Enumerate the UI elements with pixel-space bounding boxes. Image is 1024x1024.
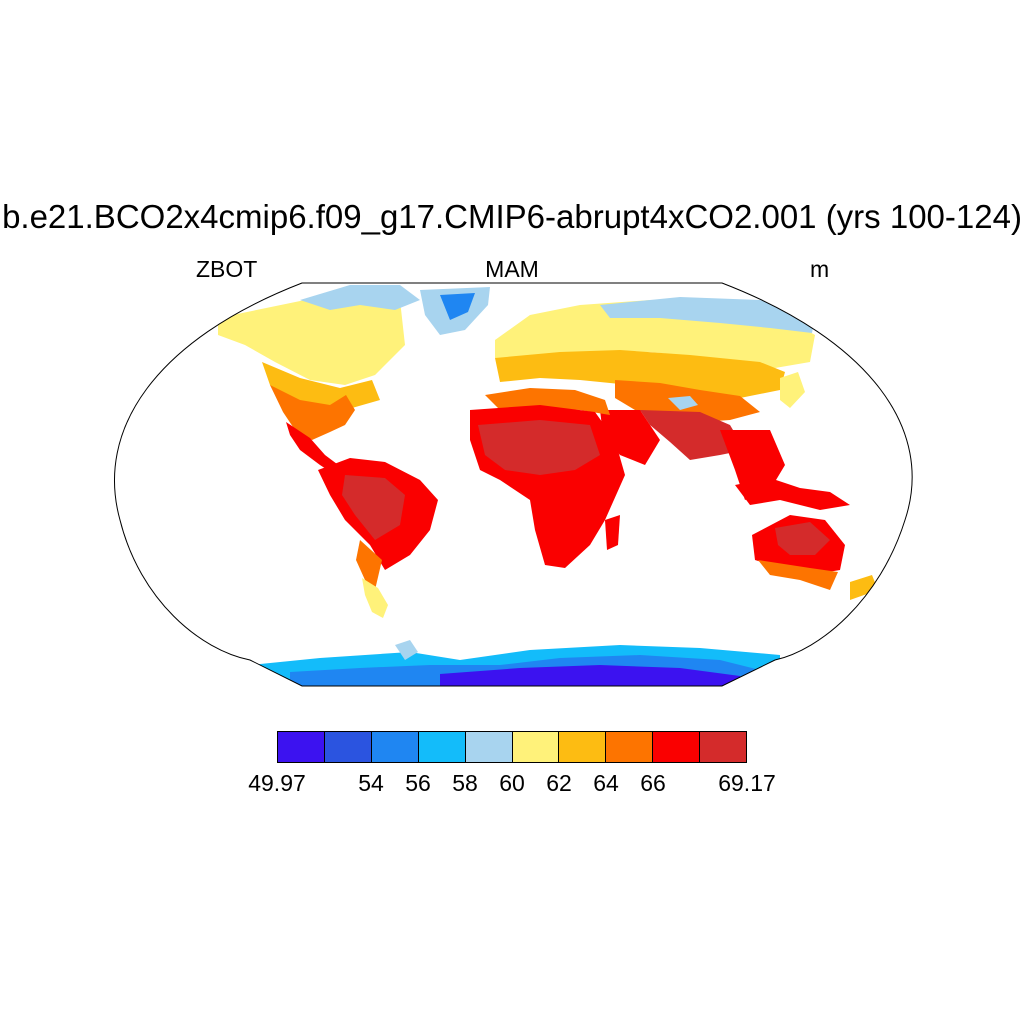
colorbar-tick-label: 64 bbox=[593, 770, 619, 796]
colorbar bbox=[277, 731, 747, 763]
units-label: m bbox=[810, 256, 830, 282]
season-label: MAM bbox=[485, 256, 539, 282]
colorbar-tick-label: 54 bbox=[358, 770, 384, 796]
colorbar-segment bbox=[278, 732, 325, 762]
south-asia-zone-dark-red bbox=[640, 410, 745, 460]
colorbar-segment bbox=[559, 732, 607, 762]
new-zealand-zone-orange bbox=[850, 575, 878, 600]
eurasia-zone-orange bbox=[495, 350, 785, 398]
greenland-core-blue bbox=[440, 293, 475, 320]
south-america-zone-dark-red bbox=[342, 475, 405, 540]
north-america-zone-deep-orange bbox=[270, 385, 355, 440]
indonesia-zone-red bbox=[735, 478, 850, 510]
colorbar-segment bbox=[465, 732, 513, 762]
colorbar-tick-label: 56 bbox=[405, 770, 431, 796]
japan-zone-yellow bbox=[780, 372, 805, 408]
australia-zone-dark-red bbox=[775, 522, 830, 555]
colorbar-segment bbox=[700, 732, 747, 762]
south-america-zone-orange bbox=[356, 540, 382, 590]
arctic-islands-blue bbox=[300, 285, 420, 310]
colorbar-tick-label: 66 bbox=[640, 770, 666, 796]
colorbar-segment bbox=[418, 732, 466, 762]
north-america-zone-yellow bbox=[218, 290, 405, 385]
australia-zone-orange bbox=[758, 560, 838, 590]
colorbar-tick-label: 58 bbox=[452, 770, 478, 796]
colorbar-segment bbox=[512, 732, 560, 762]
variable-label: ZBOT bbox=[196, 256, 258, 282]
antarctica-zone-indigo bbox=[440, 665, 740, 686]
colorbar-segment bbox=[371, 732, 419, 762]
madagascar-zone-red bbox=[605, 515, 620, 550]
colorbar-segment bbox=[653, 732, 701, 762]
africa-zone-dark-red bbox=[478, 420, 600, 475]
arabia-zone-red bbox=[600, 410, 660, 465]
central-america-zone-red bbox=[286, 422, 345, 478]
plot-title: b.e21.BCO2x4cmip6.f09_g17.CMIP6-abrupt4x… bbox=[2, 198, 1022, 235]
colorbar-tick-label: 60 bbox=[499, 770, 525, 796]
tibet-zone-blue bbox=[668, 396, 698, 410]
south-america-zone-yellow bbox=[362, 578, 388, 618]
siberia-zone-blue bbox=[600, 297, 815, 333]
colorbar-tick-label: 69.17 bbox=[718, 770, 776, 796]
antarctic-peninsula-blue bbox=[395, 640, 418, 660]
colorbar-segment bbox=[606, 732, 654, 762]
colorbar-segment bbox=[324, 732, 372, 762]
colorbar-tick-label: 49.97 bbox=[248, 770, 306, 796]
colorbar-tick-label: 62 bbox=[546, 770, 572, 796]
colorbar-labels: 49.97 54 56 58 60 62 64 66 69.17 bbox=[0, 770, 1024, 800]
map-boundary bbox=[114, 282, 913, 687]
